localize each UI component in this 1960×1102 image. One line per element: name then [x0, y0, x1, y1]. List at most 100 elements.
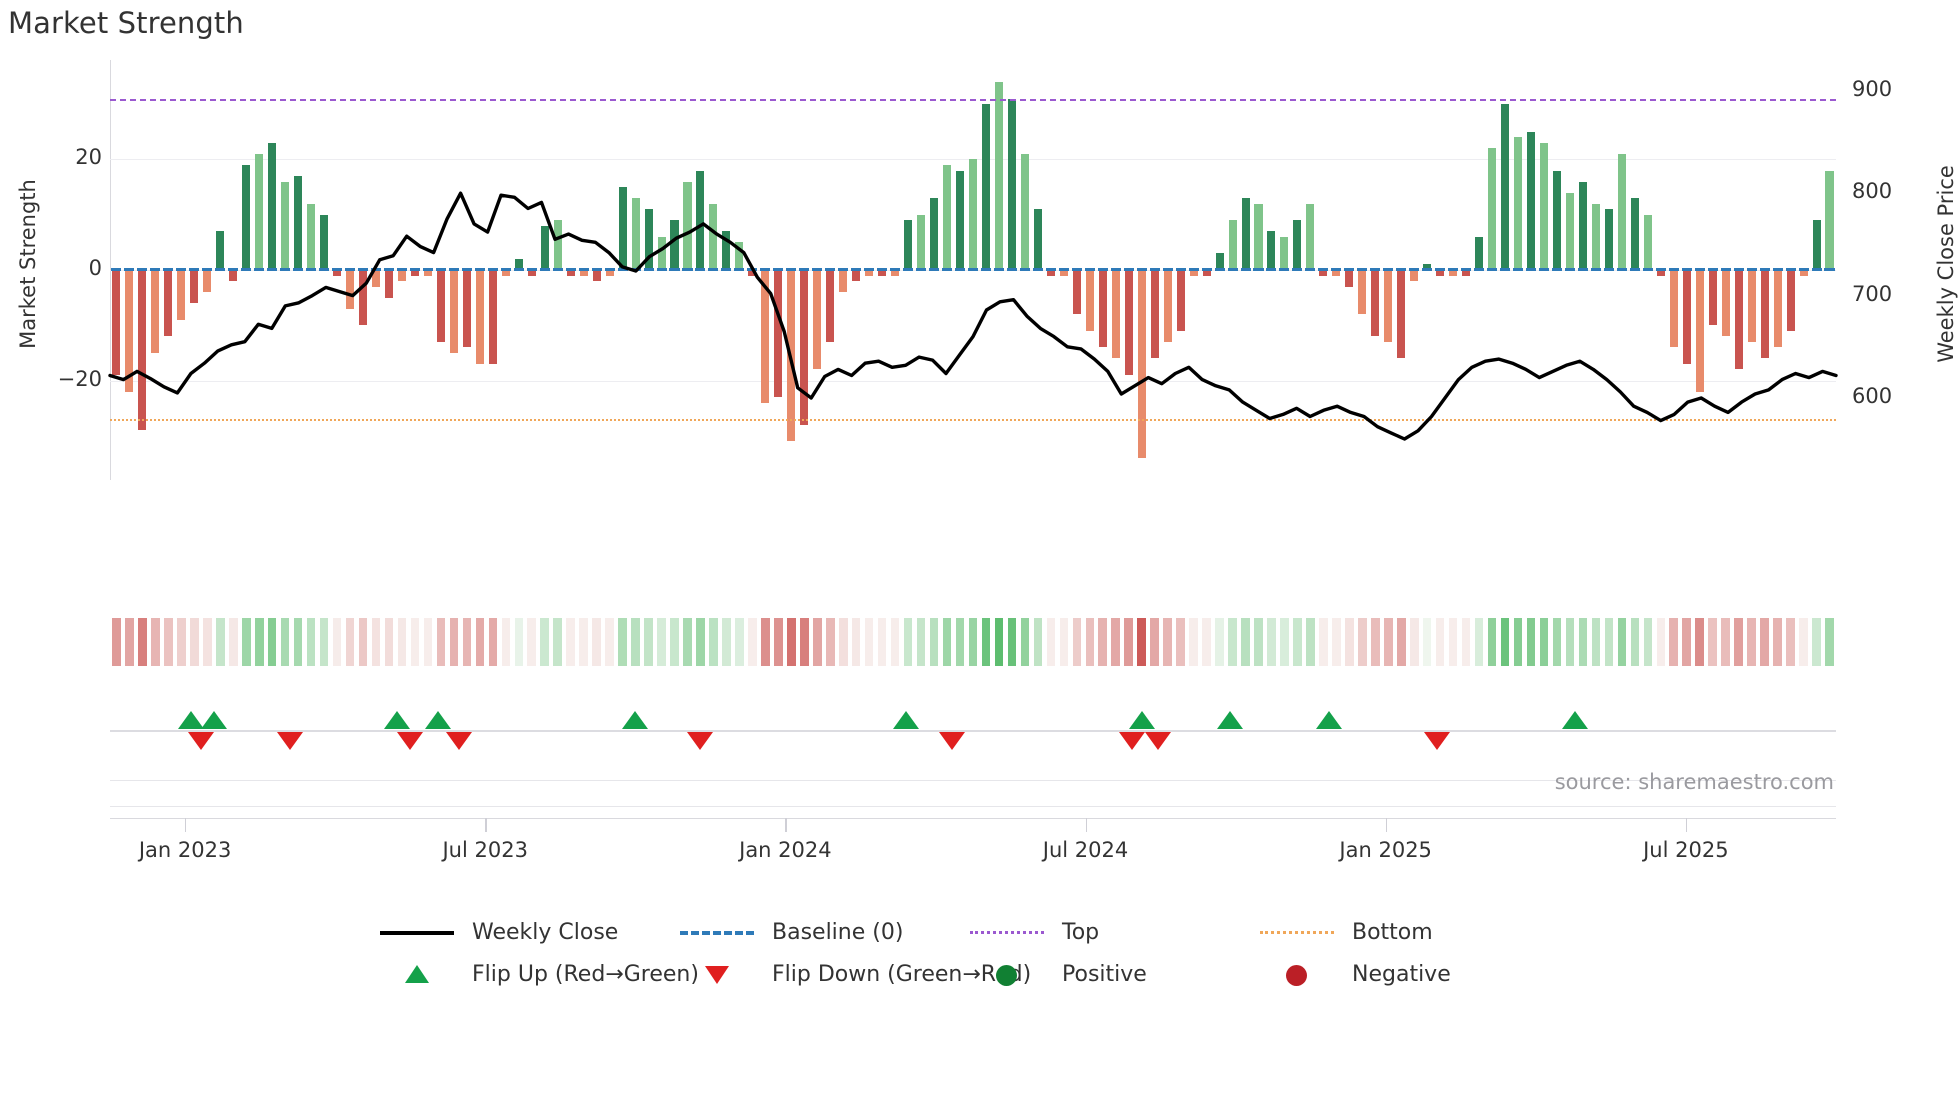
strength-bar — [579, 270, 588, 276]
heat-cell — [735, 618, 744, 666]
heat-cell — [1332, 618, 1341, 666]
legend-item-top[interactable]: Top — [970, 920, 1099, 945]
heat-cell — [203, 618, 212, 666]
baseline-tick — [461, 268, 472, 272]
strength-bar — [955, 170, 965, 270]
baseline-tick — [1396, 268, 1407, 272]
heat-cell — [1565, 618, 1575, 666]
legend-item-negative[interactable]: Negative — [1260, 962, 1451, 987]
baseline-tick — [967, 268, 978, 272]
strength-bar — [1423, 264, 1432, 270]
heat-cell — [916, 618, 926, 666]
heat-cell — [1578, 618, 1588, 666]
baseline-tick — [1045, 268, 1056, 272]
legend-item-baseline-0[interactable]: Baseline (0) — [680, 920, 903, 945]
heat-cell — [851, 618, 861, 666]
heat-cell — [618, 618, 627, 666]
strength-bar — [540, 225, 549, 270]
legend-item-flip-down-green-red[interactable]: Flip Down (Green→Red) — [680, 962, 1031, 987]
heat-cell — [449, 618, 459, 666]
strength-bar — [1747, 270, 1756, 342]
heat-cell — [838, 618, 848, 666]
strength-bar — [514, 258, 523, 270]
baseline-tick — [435, 268, 446, 272]
baseline-tick — [669, 268, 680, 272]
strength-bar — [1682, 270, 1691, 364]
strength-bar — [1163, 270, 1172, 342]
baseline-tick — [812, 268, 823, 272]
heat-cell — [1526, 618, 1536, 666]
baseline-tick — [578, 268, 589, 272]
strength-bar — [255, 153, 264, 270]
baseline-tick — [1655, 268, 1666, 272]
strength-bar — [1007, 98, 1016, 270]
y-right-tick-800: 800 — [1852, 179, 1893, 204]
strength-bar — [618, 187, 627, 270]
legend-item-flip-up-red-green[interactable]: Flip Up (Red→Green) — [380, 962, 699, 987]
baseline-tick — [1084, 268, 1095, 272]
y-left-tick--20: −20 — [57, 366, 102, 391]
strength-bar — [384, 270, 394, 298]
flip-down-marker — [1144, 732, 1171, 750]
strength-bar — [475, 270, 484, 364]
y-axis-left-label: Market Strength — [16, 179, 40, 349]
strength-bar — [372, 270, 381, 287]
triangle-up-icon — [380, 964, 454, 986]
strength-bar — [1384, 270, 1393, 342]
strength-bar — [1578, 181, 1587, 270]
flip-down-marker — [687, 732, 714, 750]
flip-up-marker — [383, 711, 410, 729]
heat-cell — [358, 618, 368, 666]
heat-cell — [1345, 618, 1354, 666]
heat-cell — [1306, 618, 1315, 666]
baseline-tick — [1798, 268, 1809, 272]
strength-bar — [852, 270, 861, 282]
y-right-tick-600: 600 — [1852, 384, 1893, 409]
baseline-tick — [215, 268, 226, 272]
legend-item-bottom[interactable]: Bottom — [1260, 920, 1433, 945]
baseline-tick — [176, 268, 187, 272]
heat-cell — [1046, 618, 1056, 666]
heat-cell — [410, 618, 420, 666]
heat-cell — [748, 618, 757, 666]
heat-cell — [1150, 618, 1159, 666]
strength-bar — [1475, 236, 1484, 270]
x-tick-jul-2023: Jul 2023 — [442, 838, 528, 862]
x-tick-mark — [1685, 818, 1688, 832]
baseline-tick — [838, 268, 849, 272]
baseline-tick — [1603, 268, 1614, 272]
strength-bar — [1488, 148, 1497, 270]
heat-cell — [1721, 618, 1730, 666]
strength-bar — [1189, 270, 1198, 276]
baseline-tick — [1006, 268, 1017, 272]
heat-cell — [1435, 618, 1445, 666]
heat-cell — [1539, 618, 1549, 666]
strength-bar — [1617, 153, 1626, 270]
baseline-tick — [734, 268, 745, 272]
baseline-tick — [903, 268, 914, 272]
strength-bar — [917, 214, 926, 270]
baseline-tick — [1629, 268, 1640, 272]
strength-bar — [397, 270, 406, 282]
baseline-tick — [448, 268, 459, 272]
legend-item-positive[interactable]: Positive — [970, 962, 1147, 987]
heat-cell — [1461, 618, 1471, 666]
heat-cell — [151, 618, 160, 666]
baseline-tick — [267, 268, 278, 272]
legend-label: Flip Up (Red→Green) — [472, 962, 699, 987]
legend-item-weekly-close[interactable]: Weekly Close — [380, 920, 618, 945]
strength-bar — [1397, 270, 1406, 359]
flip-up-marker — [1217, 711, 1244, 729]
strength-bar — [994, 82, 1003, 270]
heat-cell — [722, 618, 731, 666]
heat-cell — [1799, 618, 1808, 666]
baseline-tick — [1668, 268, 1679, 272]
strength-bar — [1799, 270, 1808, 276]
heat-cell — [981, 618, 991, 666]
heat-cell — [683, 618, 692, 666]
heat-cell — [1487, 618, 1497, 666]
heat-cell — [371, 618, 381, 666]
x-tick-mark — [1085, 818, 1087, 832]
baseline-tick — [1110, 268, 1121, 272]
baseline-tick — [539, 268, 550, 272]
